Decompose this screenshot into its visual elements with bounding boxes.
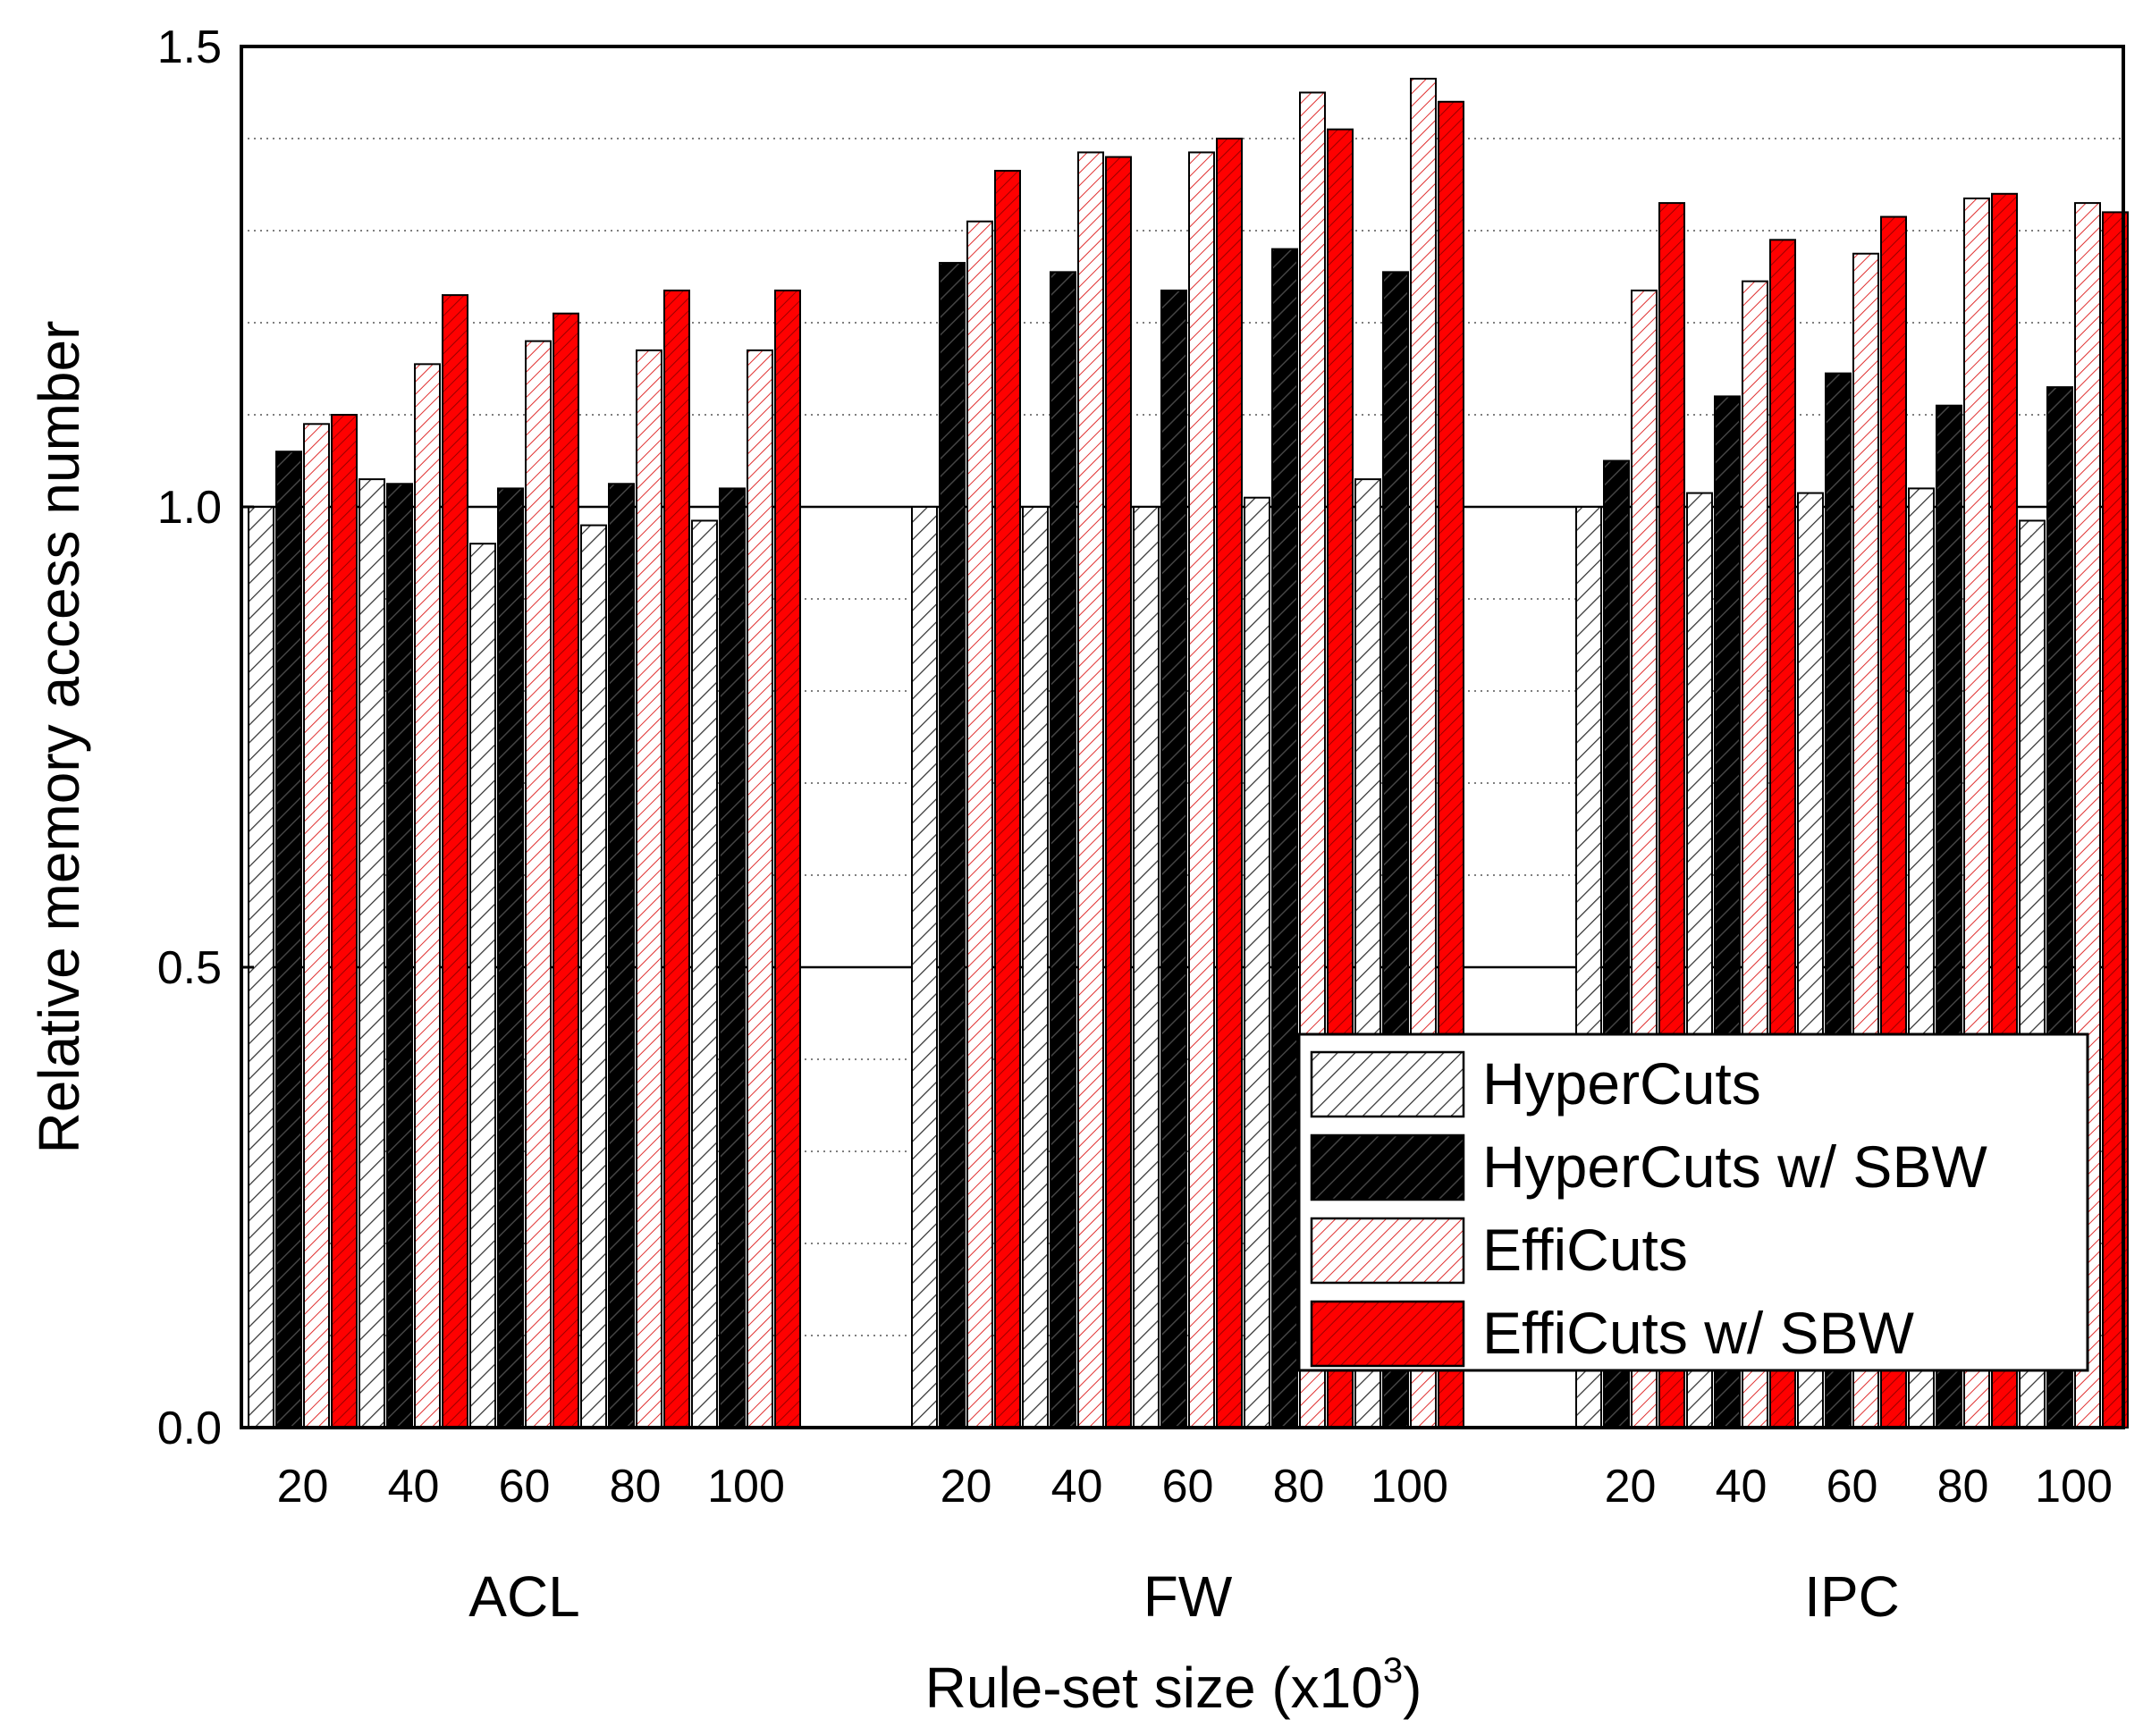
legend-label-efficuts-w-sbw: EffiCuts w/ SBW xyxy=(1482,1300,1915,1366)
y-tick-label: 1.0 xyxy=(157,482,222,534)
x-tick-label: 100 xyxy=(707,1461,785,1513)
legend-swatch-efficuts-w-sbw xyxy=(1310,1300,1465,1368)
bar-acl-100-efficuts xyxy=(747,349,773,1428)
y-tick-label: 0.0 xyxy=(157,1403,222,1454)
legend-label-hypercuts-w-sbw: HyperCuts w/ SBW xyxy=(1482,1133,1987,1200)
x-tick-label: 20 xyxy=(277,1461,329,1513)
bar-acl-60-efficuts-w-sbw xyxy=(553,312,579,1429)
legend-swatch-hypercuts-w-sbw xyxy=(1310,1133,1465,1201)
x-tick-label: 20 xyxy=(1605,1461,1657,1513)
bar-fw-60-efficuts xyxy=(1188,151,1215,1429)
bar-acl-20-hypercuts-w-sbw xyxy=(275,451,302,1429)
x-tick-label: 60 xyxy=(499,1461,551,1513)
x-tick-label: 40 xyxy=(388,1461,440,1513)
bar-acl-20-efficuts xyxy=(303,423,330,1428)
x-tick-label: 40 xyxy=(1716,1461,1768,1513)
x-tick-label: 100 xyxy=(2035,1461,2113,1513)
bar-acl-100-hypercuts-w-sbw xyxy=(719,487,746,1428)
bar-fw-80-hypercuts xyxy=(1244,496,1270,1429)
x-tick-label: 80 xyxy=(610,1461,662,1513)
bar-acl-80-hypercuts-w-sbw xyxy=(608,483,635,1428)
y-ticks: 0.0 0.5 1.0 1.5 xyxy=(157,21,254,1454)
bar-fw-80-hypercuts-w-sbw xyxy=(1271,248,1298,1429)
bar-fw-20-hypercuts xyxy=(911,506,938,1428)
bar-acl-100-efficuts-w-sbw xyxy=(774,289,801,1429)
legend: HyperCuts HyperCuts w/ SBW EffiCuts EffiCut… xyxy=(1297,1032,2089,1372)
bar-acl-60-hypercuts xyxy=(469,543,496,1428)
x-tick-label: 60 xyxy=(1162,1461,1214,1513)
bar-acl-40-hypercuts-w-sbw xyxy=(386,483,413,1428)
group-label-acl: ACL xyxy=(468,1564,580,1629)
legend-label-hypercuts: HyperCuts xyxy=(1482,1050,1761,1117)
y-tick-label: 0.5 xyxy=(157,942,222,994)
bar-fw-40-efficuts xyxy=(1077,151,1104,1429)
x-tick-label: 100 xyxy=(1371,1461,1448,1513)
bar-acl-80-efficuts xyxy=(636,349,662,1428)
y-axis-title: Relative memory access number xyxy=(27,321,91,1154)
bar-acl-60-efficuts xyxy=(525,340,552,1429)
y-tick-label: 1.5 xyxy=(157,21,222,73)
x-tick-label: 80 xyxy=(1273,1461,1325,1513)
bar-acl-60-hypercuts-w-sbw xyxy=(497,487,524,1428)
bar-fw-60-hypercuts-w-sbw xyxy=(1160,289,1187,1429)
bar-acl-80-hypercuts xyxy=(580,524,607,1428)
x-tick-label: 20 xyxy=(941,1461,992,1513)
bar-fw-60-efficuts-w-sbw xyxy=(1216,138,1243,1428)
x-tick-label: 40 xyxy=(1051,1461,1103,1513)
bar-group-acl xyxy=(248,289,801,1429)
bar-acl-40-efficuts-w-sbw xyxy=(442,294,468,1429)
x-ticks: 20 40 60 80 100 ACL 20 40 60 80 100 FW 20 40 60 80 100 IP… xyxy=(277,1461,2113,1629)
bar-acl-100-hypercuts xyxy=(691,519,718,1428)
bar-fw-40-hypercuts xyxy=(1022,506,1049,1428)
bar-fw-60-hypercuts xyxy=(1133,506,1160,1428)
axis-titles: Relative memory access number Rule-set s… xyxy=(27,321,1422,1720)
axes xyxy=(240,45,2125,1429)
plot-frame xyxy=(240,45,2125,1429)
bar-fw-20-hypercuts-w-sbw xyxy=(939,262,966,1428)
legend-swatch-hypercuts xyxy=(1310,1050,1465,1118)
x-axis-title-suffix: ) xyxy=(1403,1656,1422,1720)
x-axis-title: Rule-set size (x103) xyxy=(925,1651,1422,1720)
x-axis-title-main: Rule-set size (x10 xyxy=(925,1656,1383,1720)
group-label-ipc: IPC xyxy=(1804,1564,1900,1629)
bar-fw-40-efficuts-w-sbw xyxy=(1105,156,1132,1429)
bar-fw-20-efficuts xyxy=(966,220,993,1429)
group-label-fw: FW xyxy=(1143,1564,1233,1629)
legend-swatch-efficuts xyxy=(1310,1217,1465,1285)
bar-acl-80-efficuts-w-sbw xyxy=(663,289,690,1429)
bar-fw-20-efficuts-w-sbw xyxy=(994,170,1021,1428)
bar-acl-40-efficuts xyxy=(414,363,441,1429)
x-tick-label: 80 xyxy=(1937,1461,1989,1513)
x-tick-label: 60 xyxy=(1827,1461,1878,1513)
legend-label-efficuts: EffiCuts xyxy=(1482,1217,1688,1283)
bar-acl-20-efficuts-w-sbw xyxy=(331,414,358,1428)
x-axis-title-superscript: 3 xyxy=(1383,1651,1403,1690)
bar-acl-40-hypercuts xyxy=(359,478,385,1428)
bar-fw-40-hypercuts-w-sbw xyxy=(1050,271,1076,1429)
